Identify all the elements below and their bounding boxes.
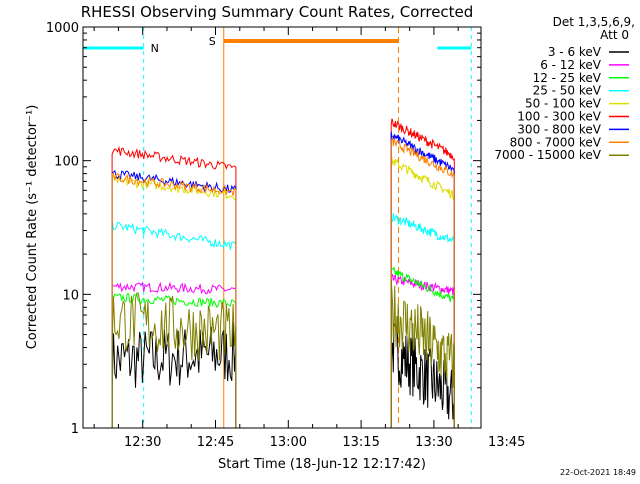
series-line-segment <box>111 281 237 428</box>
y-tick-label: 1 <box>71 422 79 437</box>
legend-label: 6 - 12 keV <box>540 58 602 72</box>
series-line-segment <box>111 145 237 428</box>
x-tick-label: 13:15 <box>342 435 379 450</box>
series-line-segment <box>390 136 455 428</box>
x-tick-label: 12:30 <box>124 435 161 450</box>
series-line-segment <box>111 292 237 428</box>
y-tick-label: 10 <box>62 288 79 303</box>
series-800-7000-kev <box>111 136 455 428</box>
axes-layer: 1 10 100 1000 12:30 12:45 13:00 13:15 13:30 13:45 <box>46 21 526 450</box>
legend-label: 50 - 100 keV <box>525 97 602 111</box>
series-line-segment <box>390 213 455 428</box>
chart-title: RHESSI Observing Summary Count Rates, Co… <box>81 3 474 21</box>
series-line-segment <box>111 220 237 428</box>
series-7000-15000-kev <box>111 279 455 428</box>
footer-date: 22-Oct-2021 18:49 <box>560 468 636 477</box>
legend-label: 25 - 50 keV <box>533 84 602 98</box>
series-line-segment <box>111 172 237 428</box>
plot-frame <box>82 26 482 429</box>
night-flag-label: N <box>151 42 159 55</box>
series-line-segment <box>390 131 455 428</box>
y-axis-label: Corrected Count Rate (s⁻¹ detector⁻¹) <box>25 105 40 350</box>
series-line-segment <box>390 266 455 428</box>
legend-label: 3 - 6 keV <box>548 45 602 59</box>
legend-header-line2: Att 0 <box>600 28 629 42</box>
legend-label: 7000 - 15000 keV <box>494 148 601 162</box>
series-line-segment <box>111 322 237 428</box>
legend-label: 12 - 25 keV <box>533 71 602 85</box>
legend-label: 100 - 300 keV <box>517 110 601 124</box>
legend-header-line1: Det 1,3,5,6,9, <box>553 15 635 29</box>
series-line-segment <box>390 118 455 428</box>
y-tick-label: 1000 <box>46 21 79 36</box>
x-tick-label: 13:00 <box>270 435 307 450</box>
series-100-300-kev <box>111 118 455 428</box>
saa-flag-label: S <box>209 35 216 48</box>
series-layer <box>111 118 455 428</box>
y-tick-label: 100 <box>54 155 79 170</box>
legend-label: 300 - 800 keV <box>517 122 601 136</box>
x-axis-label: Start Time (18-Jun-12 12:17:42) <box>218 457 426 472</box>
series-line-segment <box>390 279 455 428</box>
legend-label: 800 - 7000 keV <box>510 135 602 149</box>
series-25-50-kev <box>111 213 455 428</box>
x-tick-label: 13:30 <box>415 435 452 450</box>
series-line-segment <box>390 156 455 428</box>
x-tick-label: 12:45 <box>197 435 234 450</box>
x-tick-label: 13:45 <box>488 435 525 450</box>
